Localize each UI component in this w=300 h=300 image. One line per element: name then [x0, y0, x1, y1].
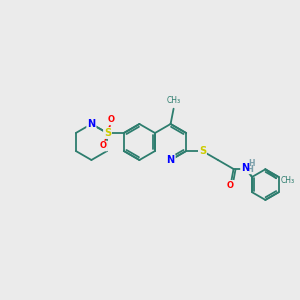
Text: N: N	[87, 119, 95, 129]
Text: N: N	[167, 155, 175, 165]
Text: O: O	[100, 142, 107, 151]
Text: H: H	[246, 164, 253, 173]
Text: O: O	[108, 116, 115, 124]
Text: O: O	[227, 181, 234, 190]
Text: N: N	[167, 155, 175, 165]
Text: S: S	[199, 146, 206, 156]
Text: S: S	[199, 146, 206, 156]
Text: CH₃: CH₃	[280, 176, 294, 185]
Text: O: O	[108, 116, 115, 124]
Text: CH₃: CH₃	[167, 96, 181, 105]
Text: N: N	[87, 119, 95, 129]
Text: O: O	[100, 142, 107, 151]
Text: S: S	[104, 128, 111, 138]
Text: O: O	[227, 181, 234, 190]
Text: H: H	[248, 160, 255, 169]
Text: N: N	[241, 163, 249, 173]
Text: S: S	[104, 128, 111, 138]
